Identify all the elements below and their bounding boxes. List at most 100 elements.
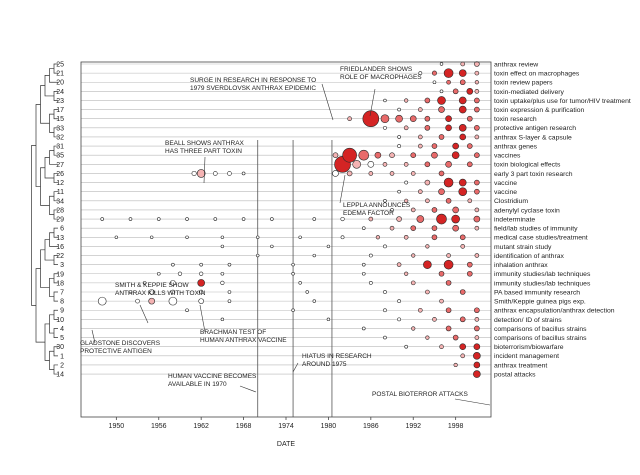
annotation-line: LEPPLA ANNOUNCES [343,202,411,209]
publication-bubble [452,334,459,341]
publication-bubble [389,152,395,158]
cluster-id-label: 25 [56,62,64,69]
cluster-id-label: 31 [56,144,64,151]
cluster-id-label: 5 [60,335,64,342]
publication-bubble [220,271,225,276]
topic-label: identification of anthrax [494,253,565,260]
publication-bubble [396,262,402,267]
publication-bubble [305,290,309,294]
publication-bubble [474,179,480,186]
publication-bubble [404,180,409,185]
publication-bubble [148,297,155,305]
topic-label: early 3 part toxin research [494,171,573,178]
cluster-id-label: 4 [60,326,64,333]
topic-label: postal attacks [494,371,536,378]
publication-bubble [411,326,416,331]
publication-bubble [270,217,274,221]
dendrogram-branch [44,323,50,361]
cluster-id-label: 27 [56,162,64,169]
publication-bubble [431,143,438,149]
cluster-id-label: 20 [56,80,64,87]
annotation-line: BRACHMAN TEST OF [200,329,266,336]
publication-bubble [443,259,454,270]
publication-bubble [446,253,451,258]
publication-bubble [213,171,218,176]
publication-bubble [438,106,445,113]
cluster-id-label: 8 [60,299,64,306]
publication-bubble [156,217,161,221]
publication-bubble [390,208,394,212]
publication-bubble [474,70,480,76]
publication-bubble [128,217,133,221]
publication-bubble [170,280,176,286]
annotation-leader [139,304,149,324]
annotation-line: EDEMA FACTOR [343,210,394,217]
publication-bubble [473,361,481,369]
topic-label: comparisons of bacillus strains [494,335,587,342]
publication-bubble [431,151,438,159]
publication-bubble [404,98,409,103]
publication-bubble [397,189,401,194]
publication-bubble [439,62,444,66]
cluster-id-label: 22 [56,253,64,260]
publication-bubble [452,142,459,150]
publication-bubble [404,198,409,203]
cluster-id-label: 35 [56,153,64,160]
dendrogram-branch [49,350,54,370]
publication-bubble [358,149,370,161]
cluster-id-label: 14 [56,372,64,379]
publication-bubble [445,161,452,168]
x-tick-label: 1974 [278,423,294,430]
cluster-id-label: 11 [57,189,64,196]
publication-bubble [425,244,430,249]
publication-bubble [423,260,432,269]
annotation-line: HAS THREE PART TOXIN [165,148,242,155]
dendrogram-branch [49,150,54,165]
publication-bubble [149,235,154,239]
annotation-line: POSTAL BIOTERROR ATTACKS [372,391,468,398]
publication-bubble [256,235,260,239]
cluster-id-label: 33 [56,125,64,132]
x-tick-label: 1950 [109,423,125,430]
publication-bubble [326,244,331,249]
annotation-line: HIATUS IN RESEARCH [302,353,372,360]
topic-labels: anthrax review toxin effect on macrophage… [494,61,631,378]
publication-bubble [458,178,467,187]
publication-bubble [474,317,480,322]
dendrogram-branch [53,291,58,302]
annotation-smith-keppie: SMITH & KEPPIE SHOW ANTHRAX KILLS WITH TO… [115,282,206,297]
annotation-gladstone: GLADSTONE DISCOVERS PROTECTIVE ANTIGEN [80,340,161,355]
publication-bubble [213,217,218,221]
publication-bubble [380,114,390,124]
annotation-leader [203,156,206,184]
annotation-leader [239,385,257,393]
publication-bubble [291,308,295,312]
cluster-id-label: 13 [56,235,64,242]
topic-label: comparisons of bacillus strains [494,326,587,333]
publication-bubble [185,308,189,313]
publication-bubble [128,290,133,294]
cluster-id-label: 29 [56,217,64,224]
dendrogram-branch [49,68,54,83]
publication-bubble [438,170,445,177]
publication-bubble [114,235,119,239]
publication-bubble [97,296,107,306]
publication-bubble [424,115,431,122]
row-gridlines [81,63,491,375]
publication-bubble [403,234,409,240]
x-tick-label: 1980 [321,423,337,430]
publication-bubble [227,171,232,176]
publication-bubble [168,296,178,306]
publication-bubble [458,187,468,196]
publication-bubble [452,88,459,95]
plot-frame [80,61,492,418]
publication-bubble [185,235,189,239]
annotation-leader [199,304,206,333]
publication-bubble [418,71,423,76]
cluster-id-label: 21 [56,71,64,78]
publication-bubble [453,362,458,368]
publication-bubble [227,299,232,303]
publication-bubbles [97,61,481,378]
publication-bubble [425,335,430,340]
publication-bubble [466,143,473,149]
